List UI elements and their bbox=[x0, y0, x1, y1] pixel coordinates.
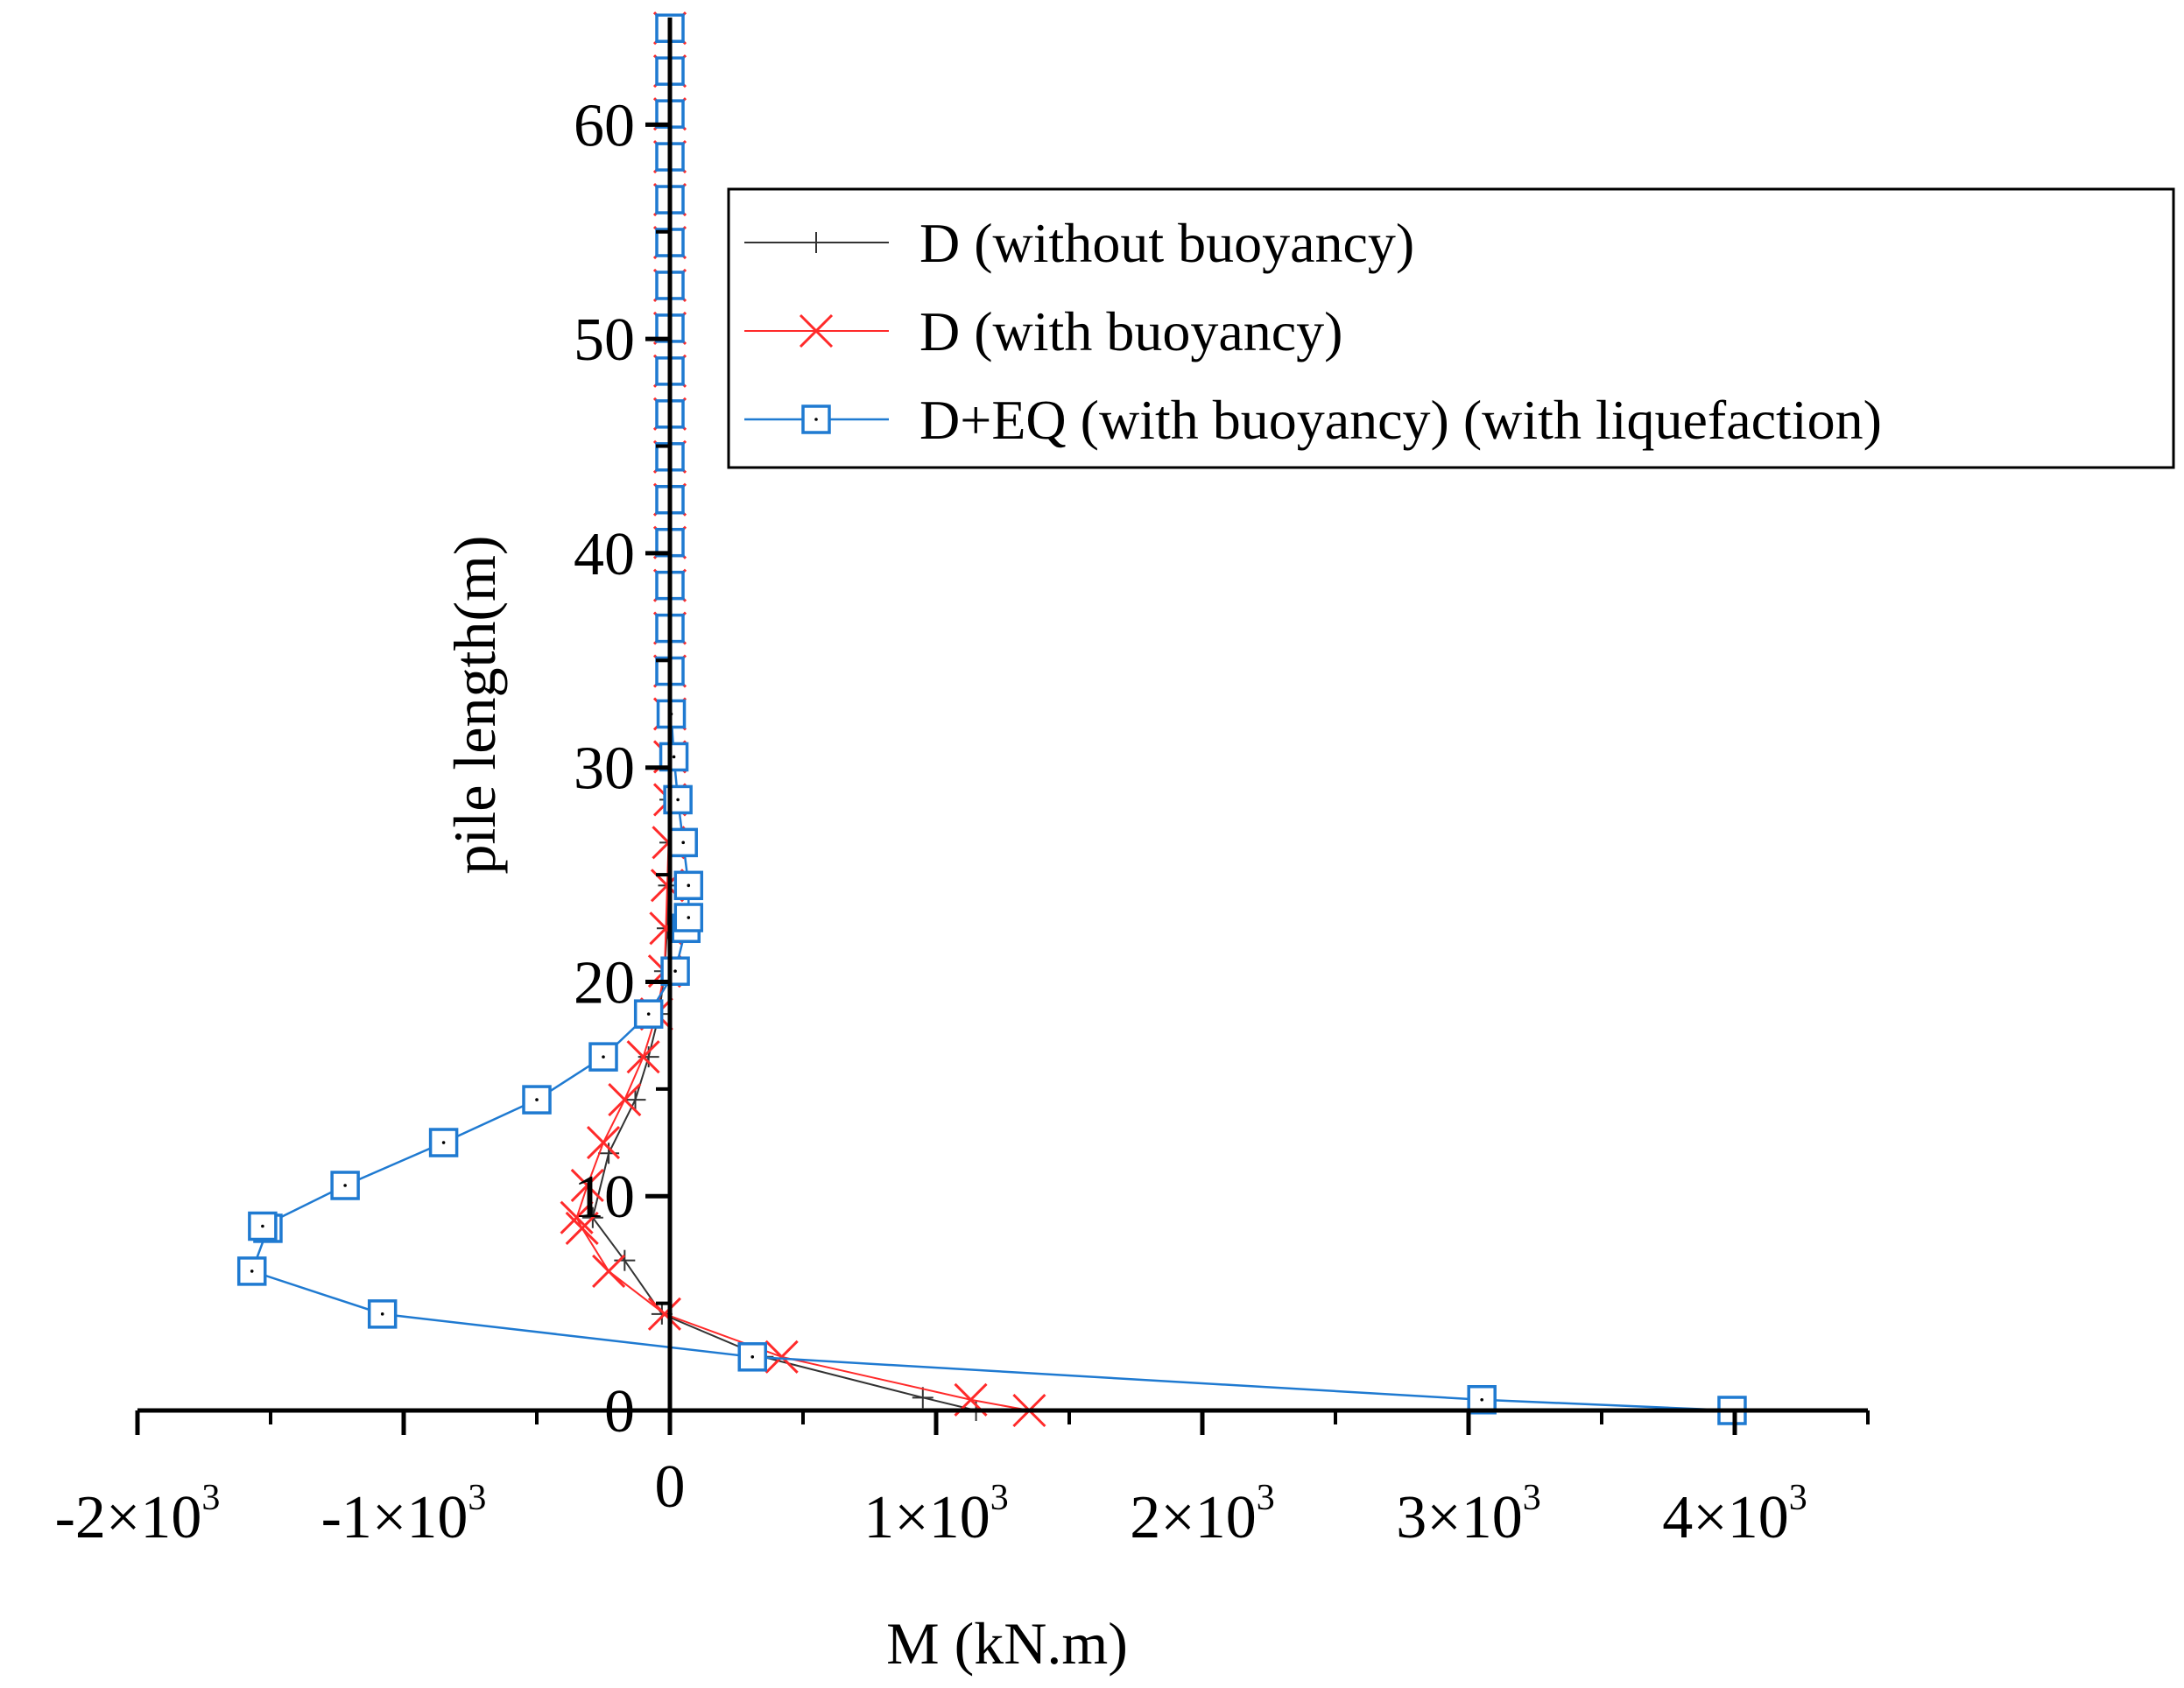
series-1-point-4 bbox=[592, 1254, 626, 1288]
y-tick-label-5: 50 bbox=[574, 306, 635, 374]
series-2-point-2-dot bbox=[750, 1355, 755, 1359]
series-2-point-11-dot bbox=[646, 1012, 651, 1016]
legend-item-1: D (with buoyancy) bbox=[744, 300, 1342, 362]
x-tick-label-0: -2×103 bbox=[55, 1478, 221, 1551]
x-tick-label-6: 4×103 bbox=[1662, 1478, 1807, 1551]
series-2-point-1-dot bbox=[1480, 1397, 1483, 1402]
series-2-point-6 bbox=[248, 1211, 278, 1241]
legend-swatch-marker-2-dot bbox=[814, 418, 818, 421]
series-2-point-9 bbox=[522, 1085, 552, 1115]
legend-swatch-marker-1-b bbox=[799, 313, 834, 348]
series-2-point-4 bbox=[236, 1256, 267, 1286]
legend-label-0: D (without buoyancy) bbox=[919, 212, 1414, 274]
y-tick-label-1: 10 bbox=[574, 1164, 635, 1231]
series-2-point-11 bbox=[633, 999, 664, 1029]
series-1-point-8 bbox=[586, 1125, 621, 1160]
series-2-point-3 bbox=[367, 1299, 398, 1329]
series-0-point-7 bbox=[624, 1089, 646, 1111]
series-2-point-3-dot bbox=[380, 1312, 384, 1316]
legend-box bbox=[727, 187, 2175, 469]
x-tick-label-4: 2×103 bbox=[1130, 1478, 1274, 1551]
series-2-point-15 bbox=[673, 870, 704, 901]
series-2-point-9-box bbox=[522, 1085, 552, 1115]
series-1-point-6 bbox=[560, 1200, 594, 1234]
legend-swatch-marker-2 bbox=[801, 404, 831, 434]
legend: D (without buoyancy) D (with buoyancy) D+E… bbox=[727, 187, 2175, 469]
series-2-point-16-dot bbox=[681, 840, 685, 845]
series-2-point-15-dot bbox=[687, 883, 691, 888]
series-2-point-10-box bbox=[588, 1042, 618, 1072]
series-2-point-6-dot bbox=[261, 1224, 264, 1228]
series-1-point-10 bbox=[626, 1040, 660, 1074]
series-2-point-8-box bbox=[428, 1128, 459, 1157]
series-1-point-5-b bbox=[565, 1211, 599, 1246]
series-2-point-2 bbox=[737, 1342, 767, 1372]
x-axis-title: M (kN.m) bbox=[886, 1610, 1128, 1677]
legend-swatch-marker-0 bbox=[806, 232, 827, 253]
y-tick-label-0: 0 bbox=[604, 1378, 635, 1445]
x-tick-label-2: 0 bbox=[655, 1453, 686, 1521]
series-1-point-3 bbox=[647, 1297, 681, 1331]
series-1-point-2-b bbox=[764, 1340, 799, 1374]
series-2-point-8 bbox=[428, 1128, 459, 1157]
series-2-point-7 bbox=[330, 1171, 360, 1200]
series-1-point-3-b bbox=[647, 1297, 681, 1331]
series-0-point-1 bbox=[912, 1387, 933, 1409]
series-2-point-4-dot bbox=[250, 1270, 254, 1273]
series-1-point-6-b bbox=[560, 1200, 594, 1234]
series-1-point-8-b bbox=[586, 1125, 621, 1160]
series-1-point-9 bbox=[608, 1083, 642, 1117]
y-tick-label-2: 20 bbox=[574, 949, 635, 1016]
series-1-point-9-b bbox=[608, 1083, 642, 1117]
axes-layer bbox=[137, 18, 1868, 1413]
legend-swatch-marker-1 bbox=[799, 313, 834, 348]
series-2-point-7-dot bbox=[343, 1184, 347, 1187]
series-0-point-8 bbox=[638, 1046, 659, 1068]
series-1-point-4-b bbox=[592, 1254, 626, 1288]
series-2-point-9-dot bbox=[535, 1098, 539, 1101]
series-2-point-12 bbox=[660, 956, 690, 986]
legend-label-1: D (with buoyancy) bbox=[919, 300, 1342, 362]
series-2-point-14 bbox=[673, 903, 704, 932]
series-1-point-2 bbox=[764, 1340, 799, 1374]
series-1-point-7 bbox=[570, 1168, 604, 1203]
series-2-point-12-box bbox=[660, 956, 690, 986]
x-tick-label-1: -1×103 bbox=[321, 1478, 487, 1551]
series-1-point-5 bbox=[565, 1211, 599, 1246]
legend-item-0: D (without buoyancy) bbox=[744, 212, 1414, 274]
series-1-point-7-b bbox=[570, 1168, 604, 1203]
series-2-point-8-dot bbox=[441, 1141, 446, 1144]
series-2-point-16 bbox=[668, 827, 698, 858]
x-tick-label-5: 3×103 bbox=[1396, 1478, 1540, 1551]
y-tick-label-6: 60 bbox=[574, 92, 635, 159]
series-1-point-10-b bbox=[626, 1040, 660, 1074]
x-tick-label-3: 1×103 bbox=[863, 1478, 1008, 1551]
ticks-layer: -2×103 -1×103 0 1×103 2×103 3×103 4×103 0 10 20 30… bbox=[55, 92, 1870, 1551]
y-tick-label-3: 30 bbox=[574, 735, 635, 803]
series-2-point-12-dot bbox=[673, 969, 677, 974]
series-2-point-18-dot bbox=[672, 755, 676, 759]
y-axis-title: pile length(m) bbox=[441, 535, 508, 874]
series-2-point-14-dot bbox=[687, 916, 691, 919]
y-tick-label-4: 40 bbox=[574, 521, 635, 588]
series-2-point-10 bbox=[588, 1042, 618, 1072]
series-2-point-10-dot bbox=[602, 1055, 605, 1059]
series-2-point-17-dot bbox=[676, 798, 680, 802]
legend-label-2: D+EQ (with buoyancy) (with liquefaction) bbox=[919, 389, 1882, 451]
series-0-point-4 bbox=[614, 1249, 636, 1271]
legend-item-2: D+EQ (with buoyancy) (with liquefaction) bbox=[744, 389, 1882, 451]
